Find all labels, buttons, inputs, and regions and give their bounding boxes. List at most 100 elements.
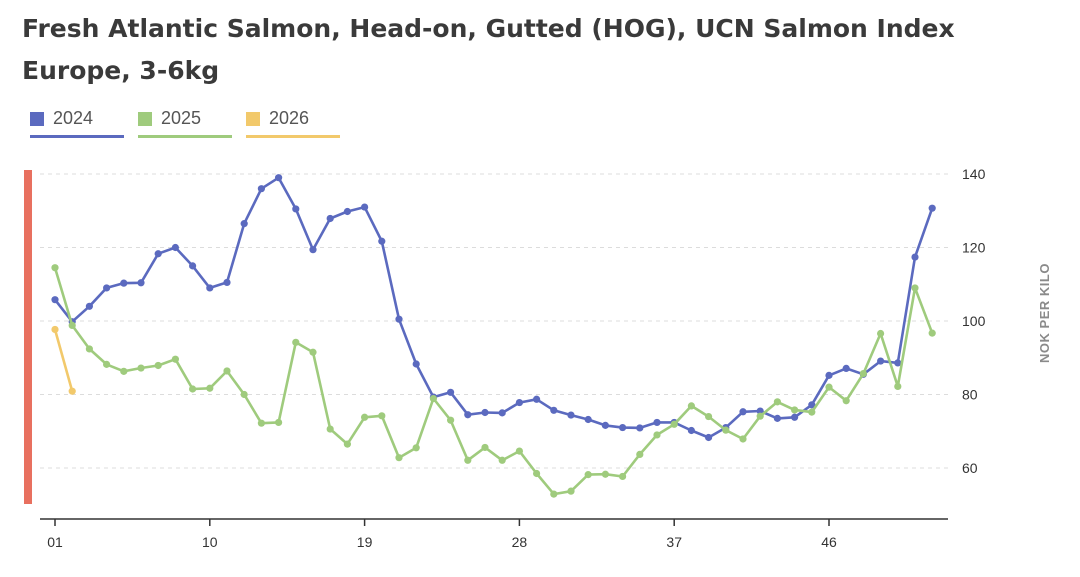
data-point-2024-21[interactable] xyxy=(395,315,403,323)
data-point-2025-22[interactable] xyxy=(412,444,420,452)
data-point-2025-36[interactable] xyxy=(653,431,661,439)
data-point-2025-37[interactable] xyxy=(670,420,678,428)
data-point-2024-8[interactable] xyxy=(171,243,179,252)
data-point-2025-33[interactable] xyxy=(601,470,610,478)
data-point-2025-48[interactable] xyxy=(859,369,868,378)
data-point-2025-49[interactable] xyxy=(877,329,885,338)
data-point-2024-35[interactable] xyxy=(636,424,644,432)
data-point-2025-17[interactable] xyxy=(326,425,334,433)
data-point-2025-12[interactable] xyxy=(240,390,248,399)
data-point-2025-10[interactable] xyxy=(206,384,214,392)
data-point-2025-50[interactable] xyxy=(894,382,902,391)
data-point-2024-4[interactable] xyxy=(103,284,111,292)
data-point-2024-52[interactable] xyxy=(928,204,936,212)
data-point-2024-36[interactable] xyxy=(653,418,661,427)
data-point-2024-38[interactable] xyxy=(687,426,696,435)
data-point-2025-47[interactable] xyxy=(842,397,850,405)
data-point-2024-26[interactable] xyxy=(481,408,489,417)
data-point-2025-2[interactable] xyxy=(68,321,76,330)
data-point-2025-21[interactable] xyxy=(395,454,403,462)
data-point-2024-12[interactable] xyxy=(240,220,248,228)
data-point-2025-35[interactable] xyxy=(636,450,644,459)
data-point-2024-47[interactable] xyxy=(842,364,850,373)
data-point-2025-24[interactable] xyxy=(447,416,455,424)
data-point-2025-9[interactable] xyxy=(189,385,197,393)
data-point-2024-3[interactable] xyxy=(85,302,93,310)
data-point-2024-19[interactable] xyxy=(361,203,369,211)
data-point-2024-30[interactable] xyxy=(550,406,558,414)
data-point-2024-25[interactable] xyxy=(464,411,472,419)
data-point-2025-26[interactable] xyxy=(481,443,489,452)
data-point-2024-39[interactable] xyxy=(705,433,713,442)
data-point-2025-13[interactable] xyxy=(257,419,265,427)
data-point-2025-19[interactable] xyxy=(361,413,369,421)
data-point-2024-28[interactable] xyxy=(515,398,524,407)
data-point-2024-11[interactable] xyxy=(223,278,231,287)
data-point-2025-8[interactable] xyxy=(171,355,179,363)
data-point-2025-45[interactable] xyxy=(808,408,816,416)
data-point-2024-9[interactable] xyxy=(189,262,197,270)
data-point-2026-2[interactable] xyxy=(68,387,76,395)
data-point-2024-20[interactable] xyxy=(378,237,386,245)
data-point-2024-41[interactable] xyxy=(739,408,747,416)
legend-item-2026[interactable]: 2026 xyxy=(246,108,340,138)
data-point-2025-1[interactable] xyxy=(51,264,59,272)
data-point-2025-51[interactable] xyxy=(911,284,919,292)
data-point-2025-6[interactable] xyxy=(137,364,145,372)
data-point-2025-31[interactable] xyxy=(567,487,575,495)
data-point-2026-1[interactable] xyxy=(51,325,59,334)
data-point-2025-27[interactable] xyxy=(498,456,506,464)
data-point-2024-46[interactable] xyxy=(825,371,833,379)
data-point-2024-18[interactable] xyxy=(343,207,351,216)
data-point-2025-40[interactable] xyxy=(722,426,730,434)
data-point-2024-22[interactable] xyxy=(412,360,420,368)
data-point-2025-11[interactable] xyxy=(223,367,231,375)
data-point-2024-45[interactable] xyxy=(808,401,816,409)
data-point-2024-24[interactable] xyxy=(447,388,455,396)
data-point-2025-14[interactable] xyxy=(275,418,283,427)
data-point-2025-25[interactable] xyxy=(464,456,472,464)
data-point-2025-52[interactable] xyxy=(928,329,936,337)
data-point-2024-16[interactable] xyxy=(309,246,317,254)
data-point-2025-34[interactable] xyxy=(619,472,627,481)
data-point-2025-16[interactable] xyxy=(309,348,317,356)
data-point-2025-38[interactable] xyxy=(687,402,696,410)
data-point-2024-33[interactable] xyxy=(601,421,610,429)
data-point-2024-13[interactable] xyxy=(257,185,265,193)
data-point-2025-43[interactable] xyxy=(773,398,782,406)
data-point-2025-39[interactable] xyxy=(705,412,713,421)
data-point-2025-5[interactable] xyxy=(120,367,128,375)
data-point-2025-46[interactable] xyxy=(825,383,833,391)
data-point-2025-15[interactable] xyxy=(292,338,300,346)
data-point-2024-27[interactable] xyxy=(498,409,506,417)
data-point-2024-44[interactable] xyxy=(791,413,799,421)
data-point-2024-1[interactable] xyxy=(51,296,59,304)
data-point-2024-7[interactable] xyxy=(154,250,162,258)
data-point-2025-32[interactable] xyxy=(584,471,592,479)
legend-item-2024[interactable]: 2024 xyxy=(30,108,124,138)
data-point-2024-10[interactable] xyxy=(206,284,214,292)
data-point-2024-42[interactable] xyxy=(756,407,764,415)
data-point-2024-5[interactable] xyxy=(120,279,128,287)
data-point-2025-23[interactable] xyxy=(429,394,437,403)
data-point-2024-6[interactable] xyxy=(137,279,145,287)
data-point-2024-15[interactable] xyxy=(292,205,300,213)
data-point-2024-49[interactable] xyxy=(877,357,885,365)
data-point-2025-18[interactable] xyxy=(343,440,351,448)
data-point-2025-3[interactable] xyxy=(85,345,93,353)
data-point-2024-29[interactable] xyxy=(533,395,541,403)
data-point-2025-29[interactable] xyxy=(533,469,541,478)
data-point-2025-28[interactable] xyxy=(515,447,524,455)
data-point-2024-31[interactable] xyxy=(567,411,575,419)
data-point-2025-7[interactable] xyxy=(154,361,162,370)
data-point-2025-42[interactable] xyxy=(756,412,764,420)
data-point-2024-32[interactable] xyxy=(584,415,592,424)
data-point-2025-41[interactable] xyxy=(739,435,747,443)
data-point-2025-20[interactable] xyxy=(378,412,386,420)
data-point-2024-51[interactable] xyxy=(911,253,919,261)
data-point-2025-4[interactable] xyxy=(103,360,111,368)
data-point-2024-43[interactable] xyxy=(773,414,782,422)
data-point-2025-44[interactable] xyxy=(791,406,799,414)
data-point-2025-30[interactable] xyxy=(550,490,558,498)
data-point-2024-34[interactable] xyxy=(619,423,627,432)
